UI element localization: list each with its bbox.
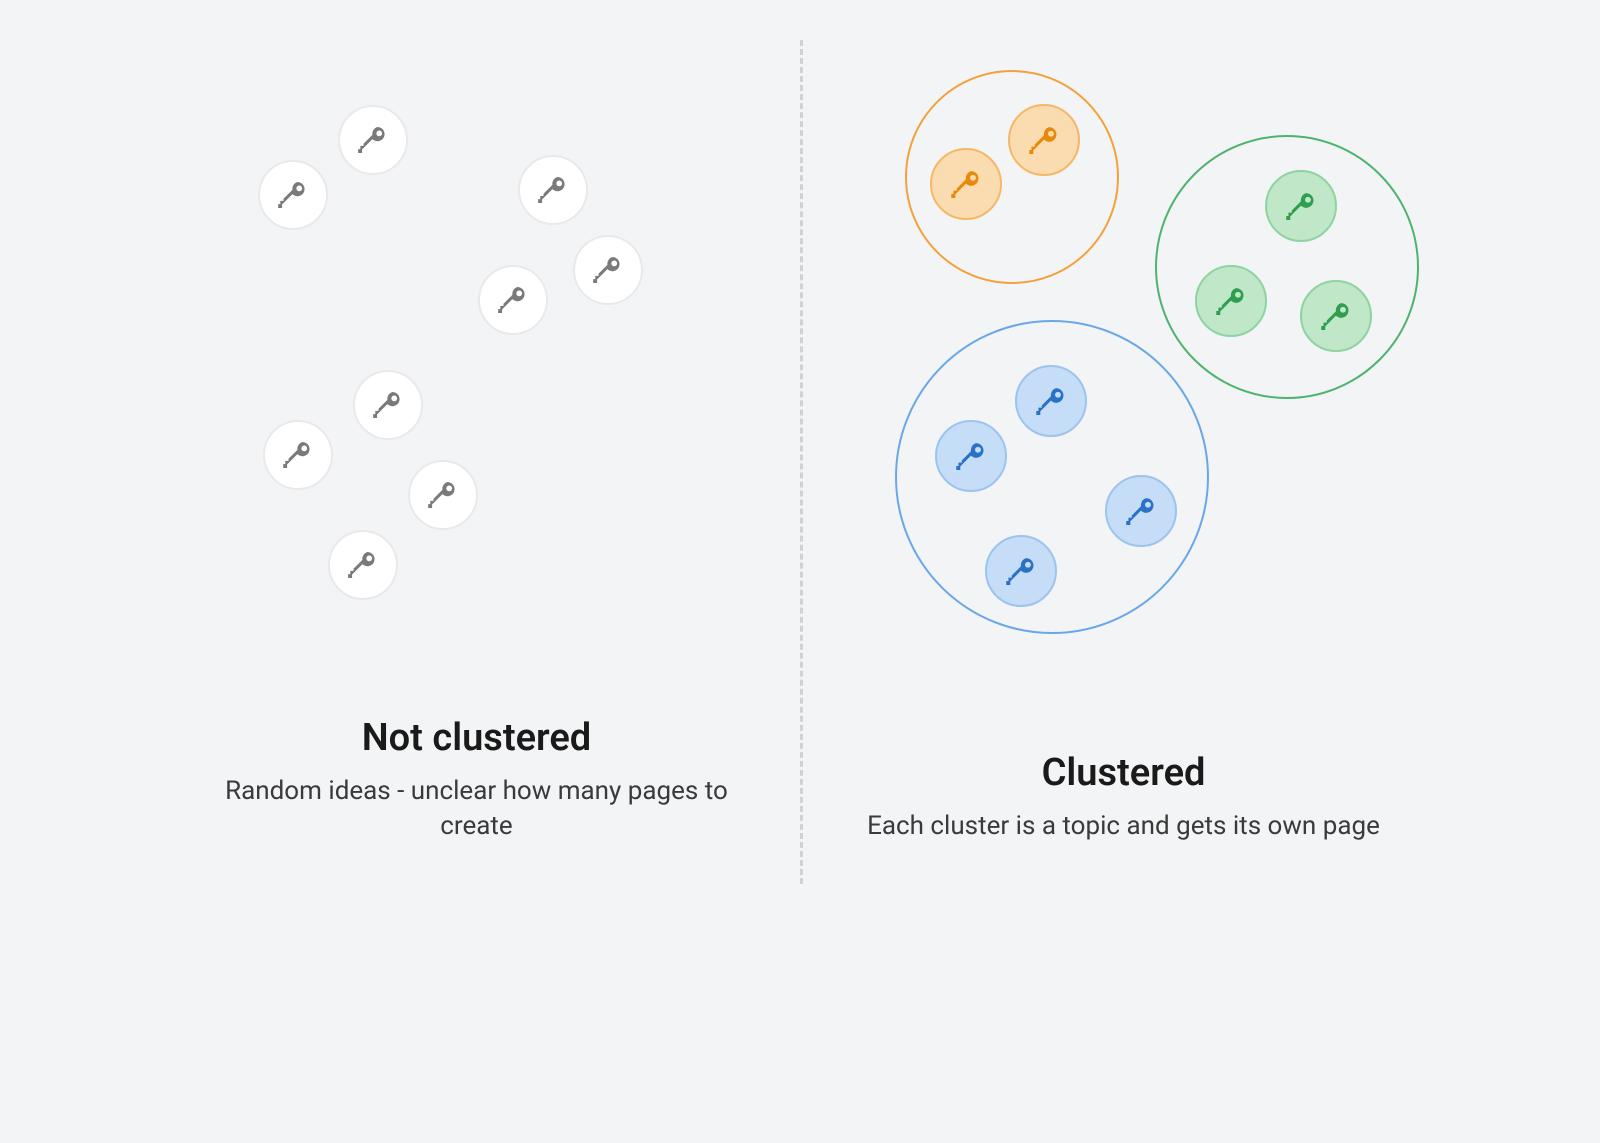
key-icon-green-0 [1265,170,1337,242]
caption-left: Not clustered Random ideas - unclear how… [205,716,749,844]
title-left: Not clustered [205,716,749,760]
key-icon-orange-1 [1008,104,1080,176]
key-icon-unclustered-6 [263,420,333,490]
key-icon-unclustered-5 [353,370,423,440]
key-icon-green-1 [1195,265,1267,337]
key-icon-green-2 [1300,280,1372,352]
key-icon-unclustered-2 [518,155,588,225]
key-icon-unclustered-7 [408,460,478,530]
key-icon-unclustered-1 [338,105,408,175]
key-icon-blue-0 [1015,365,1087,437]
key-icon-unclustered-0 [258,160,328,230]
key-icon-unclustered-3 [478,265,548,335]
title-right: Clustered [852,751,1396,795]
key-icon-unclustered-4 [573,235,643,305]
diagram-canvas: Not clustered Random ideas - unclear how… [153,0,1447,924]
key-icon-orange-0 [930,148,1002,220]
caption-right: Clustered Each cluster is a topic and ge… [852,751,1396,844]
subtitle-left: Random ideas - unclear how many pages to… [205,774,749,844]
key-icon-blue-2 [1105,475,1177,547]
panel-clustered: Clustered Each cluster is a topic and ge… [800,0,1447,924]
key-icon-blue-1 [935,420,1007,492]
key-icon-unclustered-8 [328,530,398,600]
subtitle-right: Each cluster is a topic and gets its own… [852,809,1396,844]
panel-not-clustered: Not clustered Random ideas - unclear how… [153,0,800,924]
key-icon-blue-3 [985,535,1057,607]
